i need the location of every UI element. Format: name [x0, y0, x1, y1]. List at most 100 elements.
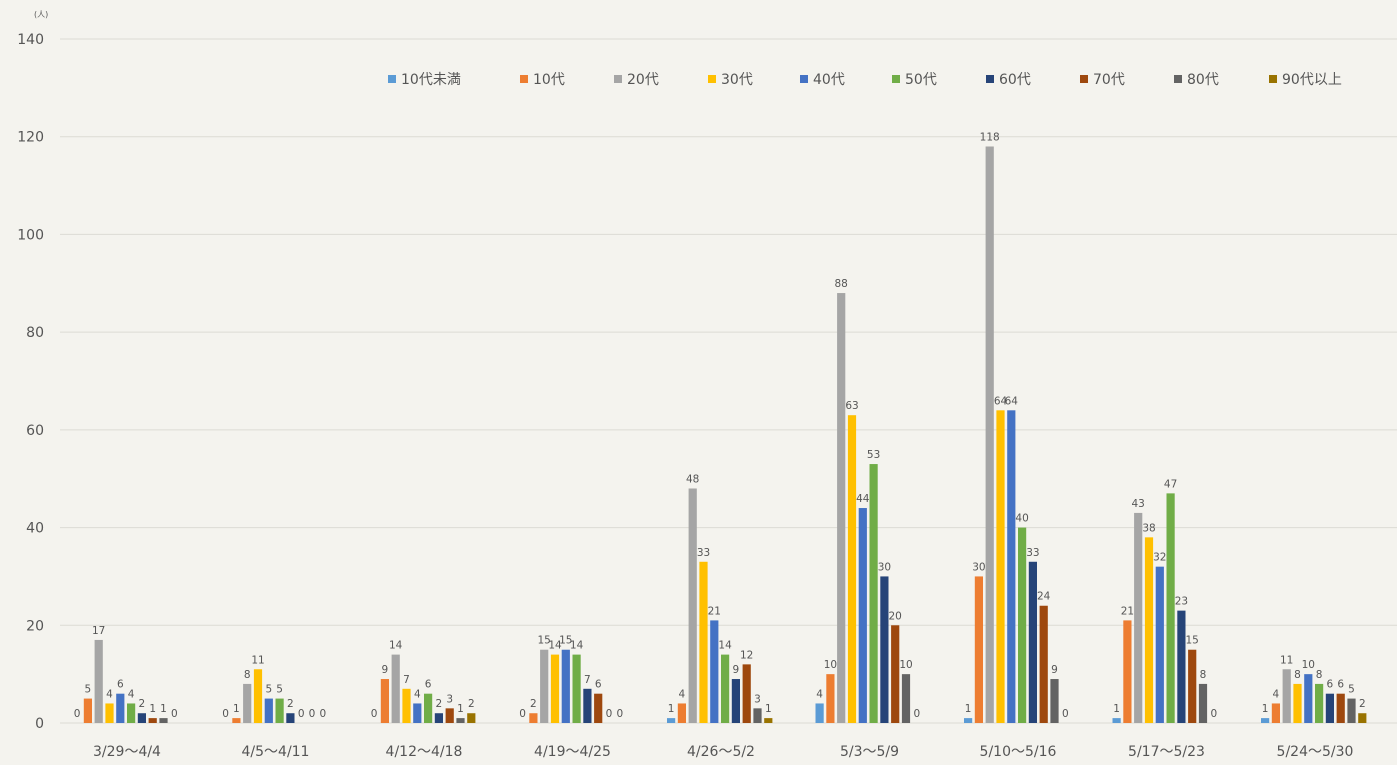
bar	[815, 703, 824, 723]
bar	[1177, 610, 1186, 723]
bar	[677, 703, 686, 723]
bar	[1028, 561, 1037, 723]
x-category-label: 4/26～5/2	[687, 744, 755, 760]
legend-swatch	[614, 75, 622, 83]
data-label: 8	[1316, 669, 1323, 681]
data-label: 1	[233, 703, 240, 715]
legend-swatch	[892, 75, 900, 83]
data-label: 88	[835, 278, 848, 290]
bar	[667, 718, 676, 723]
bar	[550, 654, 560, 723]
data-label: 43	[1132, 498, 1145, 510]
bar	[232, 718, 241, 723]
data-label: 0	[1210, 708, 1217, 720]
data-label: 1	[149, 703, 156, 715]
bar	[1336, 693, 1345, 723]
legend-label: 40代	[813, 72, 845, 88]
legend-label: 10代	[533, 72, 565, 88]
data-label: 2	[1359, 698, 1366, 710]
data-label: 1	[1262, 703, 1269, 715]
bar	[583, 688, 592, 723]
data-label: 2	[139, 698, 146, 710]
bar	[826, 674, 835, 723]
data-label: 33	[1026, 547, 1039, 559]
data-label: 8	[1294, 669, 1301, 681]
legend-label: 90代以上	[1282, 72, 1342, 88]
data-label: 7	[403, 674, 410, 686]
bar	[710, 620, 719, 723]
y-tick-label: 60	[26, 423, 44, 439]
x-category-label: 5/17～5/23	[1128, 744, 1205, 760]
gridlines	[60, 38, 1397, 724]
data-label: 5	[276, 684, 283, 696]
legend-swatch	[388, 75, 396, 83]
data-label: 5	[85, 684, 92, 696]
bar	[753, 708, 762, 723]
bar	[540, 649, 549, 723]
bar	[286, 713, 295, 723]
data-label: 33	[697, 547, 710, 559]
bar	[253, 669, 263, 723]
data-label: 1	[160, 703, 167, 715]
bar	[391, 654, 400, 723]
data-label: 0	[519, 708, 526, 720]
data-label: 0	[616, 708, 623, 720]
y-tick-label: 100	[17, 227, 44, 243]
x-category-label: 5/3～5/9	[840, 744, 899, 760]
data-label: 0	[74, 708, 81, 720]
bar	[83, 698, 92, 723]
data-label: 5	[265, 684, 272, 696]
data-label: 63	[845, 400, 858, 412]
bar	[1261, 718, 1270, 723]
data-label: 6	[1337, 679, 1344, 691]
bar	[688, 488, 697, 723]
bar	[985, 146, 994, 723]
bar	[424, 693, 433, 723]
data-label: 1	[668, 703, 675, 715]
data-label: 6	[425, 679, 432, 691]
data-label: 3	[754, 693, 761, 705]
data-label: 10	[1302, 659, 1315, 671]
data-label: 48	[686, 473, 699, 485]
legend-label: 30代	[721, 72, 753, 88]
data-label: 14	[548, 640, 562, 652]
bar	[1134, 512, 1143, 723]
data-label: 4	[1273, 688, 1280, 700]
bar	[594, 693, 603, 723]
y-tick-label: 120	[17, 130, 44, 146]
data-label: 0	[171, 708, 178, 720]
bar	[1304, 674, 1313, 723]
legend-swatch	[708, 75, 716, 83]
bar	[1358, 713, 1367, 723]
data-label: 15	[538, 635, 551, 647]
bar	[1155, 566, 1164, 723]
data-label: 0	[913, 708, 920, 720]
bar	[901, 674, 911, 723]
y-tick-label: 20	[26, 618, 44, 634]
data-label: 10	[899, 659, 912, 671]
data-label: 53	[867, 449, 880, 461]
data-label: 4	[414, 688, 421, 700]
data-label: 15	[559, 635, 572, 647]
legend-label: 20代	[627, 72, 659, 88]
data-label: 15	[1186, 635, 1199, 647]
y-axis-ticks: 0 20 40 60 80 100 120 140	[17, 32, 44, 732]
data-label: 32	[1153, 552, 1166, 564]
legend-swatch	[800, 75, 808, 83]
bar	[413, 703, 422, 723]
x-category-label: 3/29～4/4	[93, 744, 161, 760]
data-label: 4	[816, 688, 823, 700]
data-label: 4	[106, 688, 113, 700]
data-label: 40	[1015, 513, 1028, 525]
data-label: 5	[1348, 684, 1355, 696]
bar	[105, 703, 114, 723]
bar	[116, 693, 125, 723]
data-label: 2	[530, 698, 537, 710]
data-label: 1	[765, 703, 772, 715]
bars	[83, 146, 1367, 723]
data-label: 6	[595, 679, 602, 691]
legend-label: 50代	[905, 72, 937, 88]
x-category-label: 5/24～5/30	[1277, 744, 1354, 760]
legend-label: 80代	[1187, 72, 1219, 88]
